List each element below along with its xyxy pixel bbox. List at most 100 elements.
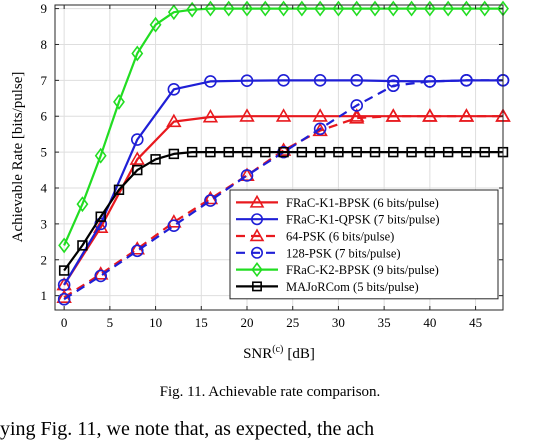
data-point (442, 0, 455, 17)
series-line (63, 151, 503, 272)
data-point (332, 0, 345, 17)
series-group (56, 0, 511, 306)
x-axis-label-main: SNR (243, 346, 272, 362)
data-point (385, 108, 401, 122)
y-tick-label: 2 (41, 252, 48, 267)
data-point (277, 0, 290, 17)
data-point (277, 74, 290, 87)
x-tick-label: 40 (423, 315, 436, 330)
data-point (251, 213, 264, 226)
data-point (94, 147, 107, 164)
x-axis-label-unit: [dB] (287, 346, 315, 362)
data-point (241, 0, 253, 17)
data-point (479, 146, 490, 158)
data-point (260, 146, 271, 158)
data-point (278, 146, 289, 158)
data-point (259, 0, 272, 17)
data-point (186, 1, 199, 18)
data-point (424, 146, 436, 158)
legend-label: FRaC-K1-BPSK (6 bits/pulse) (286, 196, 439, 210)
data-point (350, 74, 364, 87)
series-line (63, 79, 503, 286)
legend-entry: FRaC-K2-BPSK (9 bits/pulse) (236, 262, 439, 278)
data-point (150, 154, 161, 165)
x-axis-label: SNR(c) [dB] (243, 344, 315, 362)
data-point (205, 146, 216, 158)
data-point (350, 99, 364, 112)
y-tick-label: 6 (41, 109, 48, 124)
data-point (204, 0, 217, 17)
data-point (314, 146, 326, 158)
data-point (222, 0, 235, 17)
y-tick-label: 4 (41, 181, 48, 196)
data-point (314, 0, 327, 17)
x-tick-label: 35 (378, 315, 391, 330)
series-line (63, 115, 503, 286)
data-point (167, 219, 181, 232)
data-point (168, 148, 180, 160)
data-point (387, 0, 400, 17)
data-point (295, 0, 308, 17)
data-point (350, 0, 363, 17)
data-point (388, 146, 399, 158)
data-point (129, 151, 145, 165)
data-point (249, 228, 265, 242)
legend-label: MAJoRCom (5 bits/pulse) (286, 280, 419, 294)
data-point (251, 246, 264, 259)
data-point (77, 240, 88, 251)
data-point (166, 113, 182, 128)
data-point (351, 146, 362, 158)
data-point (130, 244, 144, 258)
legend-entry: 64-PSK (6 bits/pulse) (236, 228, 394, 244)
data-point (130, 133, 144, 146)
data-point (405, 0, 418, 17)
x-tick-label: 5 (107, 315, 114, 330)
y-tick-label: 9 (41, 1, 48, 16)
data-point (422, 108, 438, 122)
y-axis-label: Achievable Rate [bits/pulse] (10, 72, 26, 243)
data-point (57, 292, 71, 306)
data-point (423, 75, 437, 88)
legend-label: FRaC-K1-QPSK (7 bits/pulse) (286, 213, 439, 227)
data-point (349, 108, 365, 122)
legend-box (229, 189, 499, 300)
data-point (76, 196, 89, 213)
data-point (240, 169, 254, 182)
data-point (349, 110, 365, 124)
data-point (202, 109, 219, 123)
data-point (460, 74, 473, 87)
data-point (249, 194, 265, 208)
data-point (275, 142, 292, 156)
series-5 (58, 146, 509, 276)
data-point (313, 74, 327, 87)
body-text-line: ying Fig. 11, we note that, as expected,… (0, 418, 375, 440)
y-tick-label: 1 (41, 288, 48, 303)
y-tick-label: 8 (41, 37, 48, 52)
data-point (167, 4, 180, 21)
y-tick-label: 5 (41, 145, 48, 160)
x-tick-label: 45 (469, 315, 482, 330)
data-point (204, 75, 217, 88)
legend-entry: 128-PSK (7 bits/pulse) (236, 246, 401, 260)
data-point (386, 79, 400, 93)
legend-label: FRaC-K2-BPSK (9 bits/pulse) (286, 263, 439, 277)
data-point (423, 0, 436, 17)
data-point (442, 146, 454, 158)
data-point (460, 0, 473, 17)
data-point (369, 0, 381, 17)
data-point (251, 262, 263, 278)
data-point (94, 269, 108, 283)
y-tick-label: 7 (41, 73, 48, 88)
data-point (113, 93, 125, 110)
data-point (131, 45, 144, 62)
data-point (312, 108, 328, 122)
x-tick-label: 25 (286, 315, 299, 330)
data-point (313, 122, 327, 136)
data-point (296, 146, 308, 158)
legend-entry: MAJoRCom (5 bits/pulse) (236, 280, 419, 294)
y-tick-label: 3 (41, 216, 48, 231)
legend-entry: FRaC-K1-BPSK (6 bits/pulse) (236, 194, 439, 210)
data-point (252, 281, 262, 292)
